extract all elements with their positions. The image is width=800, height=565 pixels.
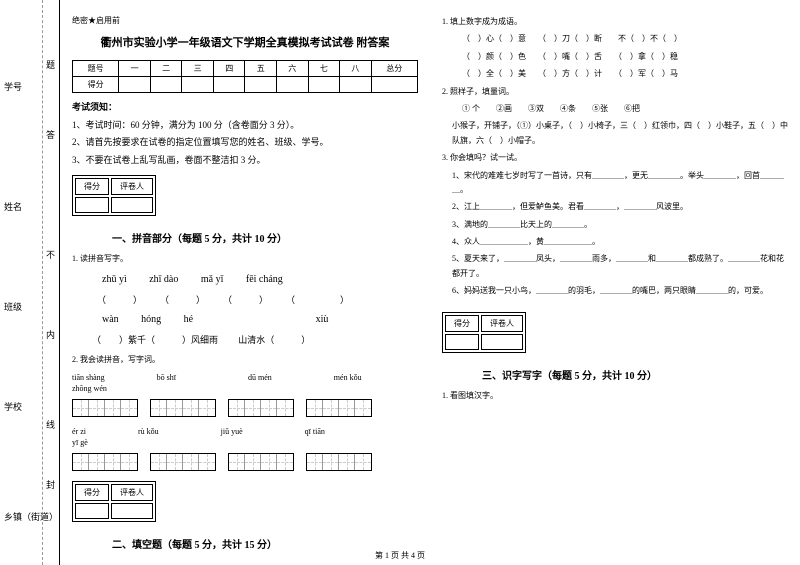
fill-2: 2、江上＿＿＿＿，但爱鲈鱼美。君看＿＿＿＿，＿＿＿＿风波里。 (452, 200, 788, 214)
py-line-2: ér zi rù kǒu jiǔ yuè qī tiān (72, 427, 418, 436)
page-footer: 第 1 页 共 4 页 (0, 550, 800, 561)
th-1: 一 (119, 61, 151, 77)
py-line-2b: yī gè (72, 438, 418, 447)
seal-label-6: 题 (44, 60, 57, 69)
notice-1: 1、考试时间：60 分钟，满分为 100 分（含卷面分 3 分）。 (72, 119, 418, 133)
exam-notice: 考试须知： 1、考试时间：60 分钟，满分为 100 分（含卷面分 3 分）。 … (72, 101, 418, 167)
py-h: xiù (316, 314, 329, 325)
py-d: fēi cháng (246, 274, 283, 285)
word-row: （ ）紫千（ ）风细雨 山清水（ ） (92, 333, 418, 346)
content-area: 绝密★启用前 衢州市实验小学一年级语文下学期全真模拟考试试卷 附答案 题号 一 … (60, 0, 800, 565)
section-1-title: 一、拼音部分（每题 5 分，共计 10 分） (112, 230, 418, 245)
fill-block: 1. 填上数字成为成语。 （ ）心（ ）意 （ ）刀（ ）断 不（ ）不（ ） … (442, 15, 788, 299)
th-8: 八 (340, 61, 372, 77)
py-line-1b: zhōng wén (72, 384, 418, 393)
w-b: 山清水（ ） (238, 333, 310, 346)
margin-label-township: 乡镇（街道） (4, 510, 58, 523)
char-grid-row-1 (72, 399, 418, 417)
fill-1: 1、宋代的难难七岁时写了一首诗，只有＿＿＿＿，更无＿＿＿＿。举头＿＿＿＿，回首＿… (452, 169, 788, 198)
notice-2: 2、请首先按要求在试卷的指定位置填写您的姓名、班级、学号。 (72, 136, 418, 150)
seal-label-1: 封 (44, 480, 57, 489)
char-grid (150, 453, 216, 471)
th-total: 总分 (371, 61, 417, 77)
q1-2: 2. 我会读拼音，写字词。 (72, 354, 418, 367)
th-5: 五 (245, 61, 277, 77)
fill-3: 3、满地的＿＿＿＿比天上的＿＿＿＿。 (452, 218, 788, 232)
py-line-1: tiān shàng bō shī dū mén mén kǒu (72, 373, 418, 382)
q2-3: 3. 你会填吗？试一试。 (442, 151, 788, 165)
secret-label: 绝密★启用前 (72, 15, 418, 26)
seal-label-2: 线 (44, 420, 57, 429)
th-2: 二 (150, 61, 182, 77)
notice-title: 考试须知： (72, 101, 418, 115)
th-4: 四 (213, 61, 245, 77)
section-score-box-1: 得分评卷人 (72, 175, 156, 216)
th-7: 七 (308, 61, 340, 77)
w-a: （ ）紫千（ ）风细雨 (92, 333, 218, 346)
right-column: 1. 填上数字成为成语。 （ ）心（ ）意 （ ）刀（ ）断 不（ ）不（ ） … (430, 0, 800, 565)
pinyin-row-1: zhǔ yì zhī dào mǎ yǐ fēi cháng (102, 274, 418, 285)
section-2-title: 二、填空题（每题 5 分，共计 15 分） (112, 536, 418, 551)
q3-1: 1. 看图填汉字。 (442, 390, 788, 403)
exam-title: 衢州市实验小学一年级语文下学期全真模拟考试试卷 附答案 (72, 34, 418, 50)
q2-1: 1. 填上数字成为成语。 (442, 15, 788, 29)
idiom-3: （ ）全（ ）美 （ ）方（ ）计 （ ）军（ ）马 (462, 67, 788, 81)
q2-2: 2. 照样子，填量词。 (442, 85, 788, 99)
paren-row-1: （ ）（ ）（ ）（ ） (97, 293, 418, 306)
margin-label-class: 班级 (4, 300, 22, 313)
char-grid (306, 399, 372, 417)
char-grid (150, 399, 216, 417)
char-grid (228, 453, 294, 471)
fill-6: 6、妈妈送我一只小鸟，＿＿＿＿的羽毛，＿＿＿＿的嘴巴，两只眼睛＿＿＿＿的，可爱。 (452, 284, 788, 298)
seal-label-5: 答 (44, 130, 57, 139)
py-e: wàn (102, 314, 119, 325)
char-grid (228, 399, 294, 417)
fill-4: 4、众人＿＿＿＿＿＿，黄＿＿＿＿＿＿。 (452, 235, 788, 249)
char-grid-row-2 (72, 453, 418, 471)
tr-score: 得分 (73, 77, 119, 93)
py-g: hé (184, 314, 193, 325)
measure-sent: 小猴子，开铺子，（①）小桌子，（ ）小椅子，三（ ）红领巾，四（ ）小鞋子，五（… (452, 119, 788, 148)
fill-5: 5、夏天来了，＿＿＿＿凤头，＿＿＿＿雨多，＿＿＿＿和＿＿＿＿都成熟了。＿＿＿＿花… (452, 252, 788, 281)
section-score-box-3: 得分评卷人 (442, 312, 526, 353)
q1-1: 1. 读拼音写字。 (72, 253, 418, 266)
pinyin-row-2: wàn hóng hé xiù (102, 314, 418, 325)
margin-label-school: 学校 (4, 400, 22, 413)
py-b: zhī dào (149, 274, 178, 285)
dashed-fold-line (42, 0, 43, 565)
seal-label-4: 不 (44, 250, 57, 259)
th-3: 三 (182, 61, 214, 77)
left-column: 绝密★启用前 衢州市实验小学一年级语文下学期全真模拟考试试卷 附答案 题号 一 … (60, 0, 430, 565)
th-6: 六 (277, 61, 309, 77)
py-f: hóng (141, 314, 161, 325)
margin-label-name: 姓名 (4, 200, 22, 213)
char-grid (306, 453, 372, 471)
th-num: 题号 (73, 61, 119, 77)
idiom-1: （ ）心（ ）意 （ ）刀（ ）断 不（ ）不（ ） (462, 32, 788, 46)
margin-label-id: 学号 (4, 80, 22, 93)
notice-3: 3、不要在试卷上乱写乱画，卷面不整洁扣 3 分。 (72, 154, 418, 168)
char-grid (72, 399, 138, 417)
idiom-2: （ ）颜（ ）色 （ ）嘴（ ）舌 （ ）拿（ ）稳 (462, 50, 788, 64)
seal-label-3: 内 (44, 330, 57, 339)
measure-opts: ① 个 ②画 ③双 ④条 ⑤张 ⑥把 (462, 102, 788, 116)
sb-score: 得分 (75, 178, 109, 195)
py-a: zhǔ yì (102, 274, 127, 285)
section-3-title: 三、识字写字（每题 5 分，共计 10 分） (482, 367, 788, 382)
score-summary-table: 题号 一 二 三 四 五 六 七 八 总分 得分 (72, 60, 418, 93)
sb-marker: 评卷人 (111, 178, 153, 195)
py-c: mǎ yǐ (201, 274, 224, 285)
section-score-box-2: 得分评卷人 (72, 481, 156, 522)
binding-margin: 乡镇（街道） 学校 班级 姓名 学号 封 线 内 不 答 题 (0, 0, 60, 565)
char-grid (72, 453, 138, 471)
